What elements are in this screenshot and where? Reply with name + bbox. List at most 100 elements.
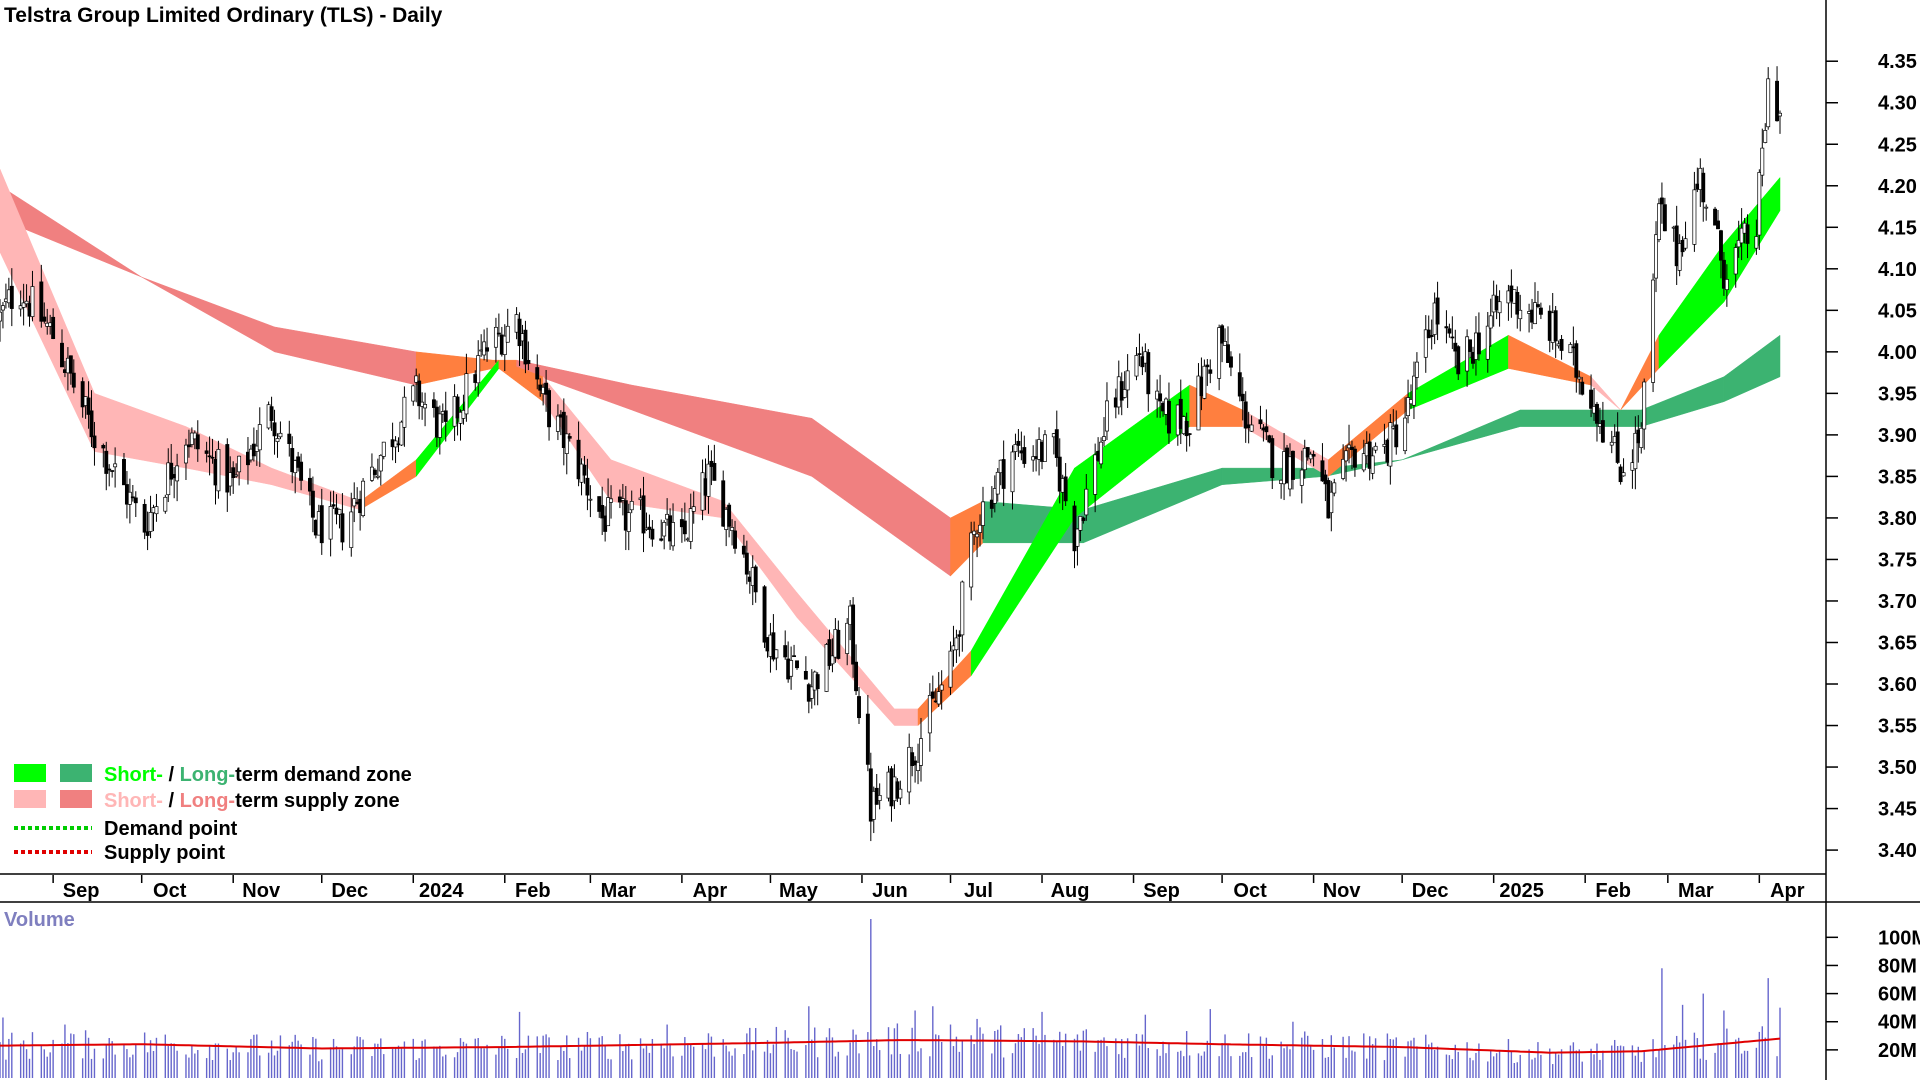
candle-body: [1444, 326, 1449, 329]
candle-body: [1302, 447, 1307, 471]
short-term-zone-segment: [970, 467, 1075, 677]
candle-body: [721, 480, 726, 527]
candle-body: [290, 448, 295, 473]
time-tick-label: May: [779, 880, 819, 902]
candle-body: [1657, 203, 1661, 240]
candle-body: [792, 655, 797, 658]
candle-body: [378, 455, 383, 472]
short-term-zone-segment: [271, 467, 361, 510]
candle-body: [1559, 338, 1564, 351]
candle-body: [319, 505, 324, 544]
candle-body: [930, 691, 935, 699]
time-tick-label: 2025: [1499, 880, 1544, 902]
candle-body: [30, 286, 35, 317]
candle-body: [210, 456, 215, 459]
candle-body: [1538, 307, 1543, 315]
candle-body: [916, 761, 920, 771]
candle-body: [1589, 389, 1594, 409]
candle-body: [1775, 80, 1779, 122]
candle-body: [544, 382, 549, 395]
candle-body: [753, 566, 758, 593]
candle-body: [978, 524, 982, 533]
candle-body: [337, 509, 342, 515]
candle-body: [1158, 393, 1163, 402]
candle-body: [308, 477, 312, 492]
candle-body: [443, 410, 448, 422]
candle-body: [1220, 325, 1225, 344]
candle-body: [774, 649, 779, 659]
candle-body: [1766, 78, 1771, 128]
candle-body: [1205, 364, 1210, 368]
candle-body: [1757, 172, 1762, 236]
volume-tick-label: 40M: [1878, 1012, 1917, 1034]
price-tick-label: 4.10: [1878, 259, 1917, 281]
price-tick-label: 4.25: [1878, 134, 1917, 156]
legend-label: Supply point: [104, 842, 225, 864]
time-tick-label: Apr: [1770, 880, 1805, 902]
candle-body: [328, 506, 333, 540]
legend-swatch-short: [14, 764, 46, 782]
candle-body: [89, 410, 94, 438]
candle-body: [24, 300, 29, 305]
candle-body: [461, 410, 466, 419]
candle-body: [871, 790, 876, 820]
candle-body: [1081, 517, 1086, 522]
candle-body: [1701, 172, 1706, 203]
long-term-zone-segment: [950, 500, 984, 577]
candle-body: [1264, 426, 1269, 433]
candle-body: [1595, 403, 1599, 424]
candle-body: [1683, 238, 1688, 249]
short-term-zone-segment: [1723, 176, 1781, 303]
candle-body: [1704, 206, 1709, 209]
candle-body: [272, 422, 277, 437]
candle-body: [104, 450, 109, 474]
long-term-zone-segment: [1402, 409, 1521, 461]
legend-label: Short- / Long-term supply zone: [104, 790, 400, 812]
candle-body: [1426, 329, 1431, 339]
candle-body: [1609, 441, 1614, 446]
candle-body: [526, 360, 531, 364]
candle-body: [1429, 334, 1434, 337]
long-term-zone-segment: [631, 384, 813, 477]
candle-body: [1639, 427, 1644, 448]
price-tick-label: 3.85: [1878, 466, 1917, 488]
price-tick-label: 3.90: [1878, 425, 1917, 447]
candle-body: [1202, 365, 1207, 399]
candle-body: [1633, 432, 1638, 470]
candle-body: [919, 738, 923, 766]
legend-label-part: term demand zone: [235, 764, 412, 786]
candle-body: [1533, 302, 1537, 325]
candle-body: [68, 355, 73, 374]
volume-title: Volume: [4, 909, 75, 931]
short-term-zone-segment: [917, 650, 972, 727]
legend-swatch-short: [14, 790, 46, 808]
candle-body: [299, 461, 304, 481]
candle-body: [1217, 327, 1222, 379]
candle-body: [142, 503, 147, 533]
candle-body: [204, 450, 209, 454]
candle-body: [80, 381, 85, 408]
candle-body: [1001, 459, 1006, 489]
candle-body: [502, 335, 507, 355]
time-tick-label: Aug: [1051, 880, 1090, 902]
candle-body: [1187, 433, 1192, 435]
candle-body: [269, 406, 274, 421]
candle-body: [437, 413, 442, 438]
legend-label-part: Short-: [104, 790, 163, 812]
candle-body: [1240, 393, 1245, 402]
candle-body: [1249, 424, 1254, 432]
candle-body: [1621, 472, 1626, 477]
candle-body: [671, 522, 675, 547]
candle-body: [1010, 451, 1015, 493]
candle-body: [1465, 336, 1470, 372]
candle-body: [650, 528, 655, 540]
candle-body: [647, 526, 652, 530]
candle-body: [1716, 220, 1720, 230]
candle-body: [662, 522, 667, 537]
candle-body: [910, 752, 915, 767]
candle-body: [733, 530, 737, 549]
candle-body: [1719, 230, 1723, 261]
candle-body: [1739, 227, 1744, 244]
price-tick-label: 3.65: [1878, 632, 1917, 654]
